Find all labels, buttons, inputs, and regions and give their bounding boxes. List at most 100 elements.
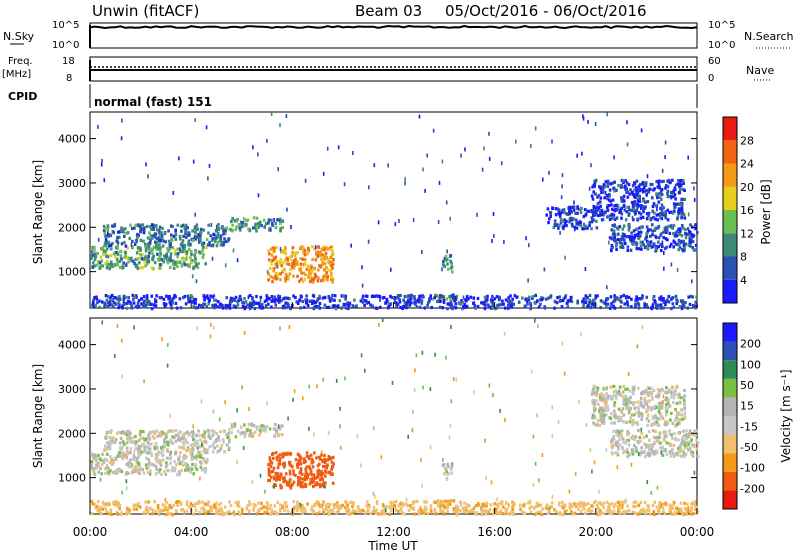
scatter-cell bbox=[169, 461, 172, 465]
scatter-cell bbox=[120, 470, 124, 474]
scatter-cell bbox=[303, 262, 307, 267]
scatter-cell bbox=[651, 503, 655, 507]
scatter-cell bbox=[202, 253, 205, 257]
scatter-cell bbox=[602, 407, 606, 411]
scatter-cell bbox=[683, 216, 687, 220]
scatter-cell bbox=[207, 510, 210, 514]
scatter-cell bbox=[686, 502, 689, 506]
scatter-cell bbox=[108, 243, 111, 247]
scatter-cell bbox=[267, 272, 270, 276]
scatter-cell bbox=[667, 224, 671, 228]
scatter-cell bbox=[395, 302, 398, 306]
scatter-cell bbox=[608, 306, 612, 310]
scatter-cell bbox=[156, 503, 160, 508]
scatter-cell bbox=[588, 223, 591, 227]
scatter-cell bbox=[446, 506, 450, 510]
scatter-cell bbox=[291, 250, 294, 254]
scatter-cell bbox=[167, 229, 170, 233]
scatter-cell bbox=[181, 250, 185, 254]
scatter-cell bbox=[202, 245, 205, 250]
scatter-cell bbox=[172, 234, 176, 238]
scatter-cell bbox=[627, 397, 631, 401]
scatter-cell bbox=[203, 502, 206, 506]
scatter-cell bbox=[202, 228, 206, 232]
scatter-cell bbox=[446, 249, 448, 254]
scatter-cell bbox=[331, 252, 335, 256]
scatter-cell bbox=[331, 280, 334, 284]
scatter-cell bbox=[197, 262, 200, 266]
scatter-cell bbox=[614, 442, 618, 446]
scatter-cell bbox=[659, 212, 662, 217]
scatter-cell bbox=[425, 507, 428, 511]
scatter-cell bbox=[246, 503, 250, 507]
scatter-cell bbox=[431, 297, 435, 301]
scatter-cell bbox=[635, 193, 639, 197]
scatter-cell bbox=[413, 387, 416, 392]
scatter-cell bbox=[614, 396, 618, 400]
cpid-value: normal (fast) 151 bbox=[94, 95, 212, 109]
scatter-cell bbox=[632, 229, 636, 233]
scatter-cell bbox=[226, 435, 229, 439]
scatter-cell bbox=[300, 295, 303, 299]
scatter-cell bbox=[111, 241, 114, 246]
scatter-cell bbox=[612, 435, 615, 439]
scatter-cell bbox=[674, 205, 677, 209]
freq-tick-low: 8 bbox=[66, 73, 72, 84]
scatter-cell bbox=[540, 512, 544, 517]
scatter-cell bbox=[650, 491, 653, 495]
scatter-cell bbox=[622, 504, 624, 509]
scatter-cell bbox=[308, 384, 310, 389]
scatter-cell bbox=[630, 231, 633, 235]
scatter-cell bbox=[249, 429, 252, 433]
scatter-cell bbox=[304, 301, 308, 305]
scatter-cell bbox=[680, 208, 684, 212]
scatter-cell bbox=[609, 182, 612, 186]
scatter-cell bbox=[139, 452, 142, 456]
scatter-cell bbox=[635, 179, 639, 183]
scatter-cell bbox=[244, 300, 248, 304]
scatter-cell bbox=[606, 184, 610, 188]
scatter-cell bbox=[594, 294, 598, 298]
scatter-cell bbox=[152, 509, 155, 513]
scatter-cell bbox=[166, 430, 170, 434]
scatter-cell bbox=[171, 225, 174, 229]
scatter-cell bbox=[123, 432, 127, 436]
scatter-cell bbox=[237, 223, 241, 227]
scatter-cell bbox=[695, 438, 698, 442]
scatter-cell bbox=[197, 429, 200, 433]
scatter-cell bbox=[158, 468, 162, 472]
scatter-cell bbox=[694, 304, 698, 308]
scatter-cell bbox=[291, 465, 294, 469]
scatter-cell bbox=[184, 468, 187, 472]
scatter-cell bbox=[227, 432, 230, 436]
scatter-cell bbox=[188, 465, 191, 469]
scatter-cell bbox=[469, 295, 473, 299]
scatter-cell bbox=[262, 505, 265, 509]
scatter-cell bbox=[657, 225, 660, 230]
scatter-cell bbox=[507, 306, 510, 310]
scatter-cell bbox=[165, 435, 168, 439]
scatter-cell bbox=[657, 394, 661, 398]
scatter-cell bbox=[672, 305, 676, 309]
scatter-cell bbox=[204, 511, 207, 515]
scatter-cell bbox=[659, 446, 662, 450]
scatter-cell bbox=[333, 298, 336, 302]
scatter-cell bbox=[314, 483, 317, 487]
scatter-cell bbox=[626, 205, 629, 210]
scatter-cell bbox=[441, 464, 445, 468]
scatter-cell bbox=[182, 456, 185, 460]
scatter-cell bbox=[130, 303, 133, 307]
scatter-cell bbox=[534, 126, 537, 131]
scatter-cell bbox=[664, 406, 668, 410]
scatter-cell bbox=[158, 229, 161, 233]
scatter-cell bbox=[153, 223, 156, 227]
scatter-cell bbox=[189, 256, 192, 260]
scatter-cell bbox=[299, 462, 303, 466]
scatter-cell bbox=[644, 200, 647, 204]
scatter-cell bbox=[360, 463, 362, 468]
scatter-cell bbox=[190, 237, 193, 241]
scatter-cell bbox=[136, 301, 140, 305]
scatter-cell bbox=[552, 225, 556, 229]
scatter-cell bbox=[277, 424, 280, 429]
scatter-cell bbox=[219, 243, 223, 247]
